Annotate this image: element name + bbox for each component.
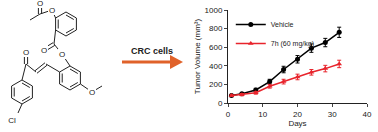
svg-text:0: 0 (218, 99, 223, 108)
svg-text:200: 200 (209, 80, 223, 89)
svg-text:O: O (89, 88, 95, 97)
svg-text:CRC cells: CRC cells (131, 46, 173, 56)
svg-text:O: O (59, 50, 65, 59)
svg-text:400: 400 (209, 62, 223, 71)
svg-text:7h (60 mg/kg): 7h (60 mg/kg) (271, 40, 314, 48)
svg-text:0: 0 (226, 110, 231, 119)
svg-text:20: 20 (293, 110, 302, 119)
svg-text:600: 600 (209, 43, 223, 52)
svg-text:30: 30 (328, 110, 337, 119)
svg-text:1000: 1000 (205, 6, 223, 15)
svg-text:O: O (23, 48, 29, 57)
svg-text:Vehicle: Vehicle (271, 21, 294, 28)
svg-text:10: 10 (258, 110, 267, 119)
svg-text:40: 40 (363, 110, 372, 119)
svg-text:Cl: Cl (8, 116, 16, 125)
svg-text:800: 800 (209, 24, 223, 33)
svg-text:Days: Days (288, 119, 306, 128)
svg-text:Tumor Volume (mm³): Tumor Volume (mm³) (193, 19, 202, 95)
svg-text:O: O (37, 0, 43, 8)
svg-text:O: O (49, 6, 55, 15)
svg-text:O: O (41, 46, 47, 55)
